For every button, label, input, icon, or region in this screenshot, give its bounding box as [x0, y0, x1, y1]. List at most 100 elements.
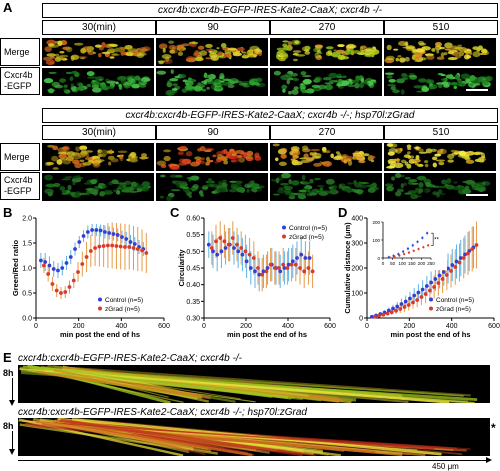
row-label-egfp-line1: Cxcr4b — [4, 70, 33, 80]
data-point — [214, 239, 218, 244]
inset-point-zgrad — [407, 251, 411, 254]
data-point — [80, 262, 85, 266]
data-point — [123, 245, 127, 249]
data-point — [77, 240, 82, 244]
data-point — [235, 242, 239, 247]
micrograph-egfp-control-3 — [384, 68, 496, 96]
x-axis-title: min post the end of hs — [227, 330, 307, 339]
timepoint-90-b: 90 — [156, 125, 270, 140]
inset-x-tick-label: 100 — [398, 261, 406, 266]
legend-marker — [429, 297, 433, 302]
x-tick-label: 200 — [73, 323, 85, 330]
x-tick-label: 400 — [115, 323, 127, 330]
x-axis-title: min post the end of hs — [391, 330, 471, 339]
y-axis-title: Green/Red ratio — [11, 239, 20, 296]
data-point — [106, 243, 110, 248]
data-point — [412, 293, 417, 298]
data-point — [399, 302, 404, 306]
data-point — [369, 314, 374, 319]
kymograph-zgrad — [18, 418, 490, 456]
inset-significance-bracket — [431, 232, 434, 246]
data-point — [103, 230, 107, 234]
data-point — [458, 256, 463, 260]
data-point — [286, 262, 291, 267]
data-point — [377, 313, 381, 318]
data-point — [239, 246, 244, 250]
data-point — [429, 280, 434, 285]
legend-marker — [429, 306, 433, 311]
data-point — [307, 256, 312, 260]
data-point — [433, 277, 438, 281]
data-point — [437, 273, 442, 278]
data-point — [257, 272, 262, 277]
y-tick-label: 2.0 — [22, 216, 32, 223]
data-point — [268, 262, 273, 267]
data-point — [303, 256, 308, 260]
data-point — [88, 249, 93, 253]
data-point — [441, 270, 446, 274]
legend-label: zGrad (n=5) — [436, 306, 471, 313]
kymo-title-1: cxcr4b:cxcr4b-EGFP-IRES-Kate2-CaaX; cxcr… — [18, 353, 242, 364]
y-tick-label: 0.40 — [186, 282, 200, 289]
x-tick-label: 200 — [240, 323, 252, 330]
data-point — [43, 260, 48, 264]
data-point — [419, 295, 424, 299]
data-point — [450, 263, 455, 267]
data-point — [248, 266, 253, 270]
y-axis-title: Cumulative distance (μm) — [343, 222, 352, 314]
data-point — [295, 256, 299, 260]
data-point — [253, 269, 257, 274]
inset-point-zgrad — [422, 246, 425, 249]
data-point — [310, 269, 315, 274]
data-point — [427, 288, 432, 293]
data-point — [84, 255, 89, 259]
inset-point-zgrad — [427, 244, 430, 247]
data-point — [67, 285, 72, 289]
data-point — [135, 247, 140, 251]
inset-x-tick-label: 250 — [427, 261, 435, 266]
data-point — [124, 237, 129, 241]
x-tick-label: 400 — [446, 323, 458, 330]
data-point — [131, 246, 136, 250]
data-point — [461, 256, 466, 260]
scale-bar — [466, 194, 488, 196]
data-point — [50, 282, 55, 286]
data-point — [93, 246, 97, 250]
panel-letter-b: B — [3, 205, 13, 220]
data-point — [260, 272, 265, 277]
data-point — [218, 236, 223, 240]
data-point — [446, 266, 450, 271]
timepoint-30: 30(min) — [42, 20, 156, 35]
data-point — [211, 249, 215, 254]
data-point — [107, 231, 112, 235]
data-point — [411, 300, 415, 305]
genotype-title-1: cxcr4b:cxcr4b-EGFP-IRES-Kate2-CaaX; cxcr… — [42, 3, 498, 18]
inset-background — [369, 218, 447, 270]
panel-letter-e: E — [3, 350, 12, 365]
micrograph-egfp-zgrad-1 — [156, 173, 268, 201]
data-point — [432, 285, 437, 289]
data-point — [416, 290, 421, 295]
data-point — [408, 296, 412, 301]
data-point — [261, 269, 266, 274]
data-point — [436, 281, 441, 285]
legend-marker — [282, 225, 286, 230]
micrograph-egfp-control-0 — [42, 68, 154, 96]
time-label-1: 8h — [3, 368, 14, 378]
micrograph-egfp-zgrad-2 — [270, 173, 382, 201]
data-point — [140, 248, 144, 253]
legend-marker — [98, 297, 102, 302]
data-point — [449, 269, 453, 273]
data-point — [46, 272, 51, 276]
data-point — [403, 299, 408, 304]
y-tick-label: 0.55 — [186, 232, 200, 239]
y-tick-label: 1.0 — [22, 266, 32, 273]
data-point — [402, 305, 407, 309]
micrograph-merge-zgrad-0 — [42, 143, 154, 171]
data-point — [293, 262, 298, 267]
panel-letter-c: C — [170, 205, 180, 220]
inset-point-control — [421, 236, 424, 239]
genotype-title-2: cxcr4b:cxcr4b-EGFP-IRES-Kate2-CaaX; cxcr… — [42, 108, 498, 123]
micrograph-egfp-control-2 — [270, 68, 382, 96]
panel-letter-d: D — [338, 205, 348, 220]
